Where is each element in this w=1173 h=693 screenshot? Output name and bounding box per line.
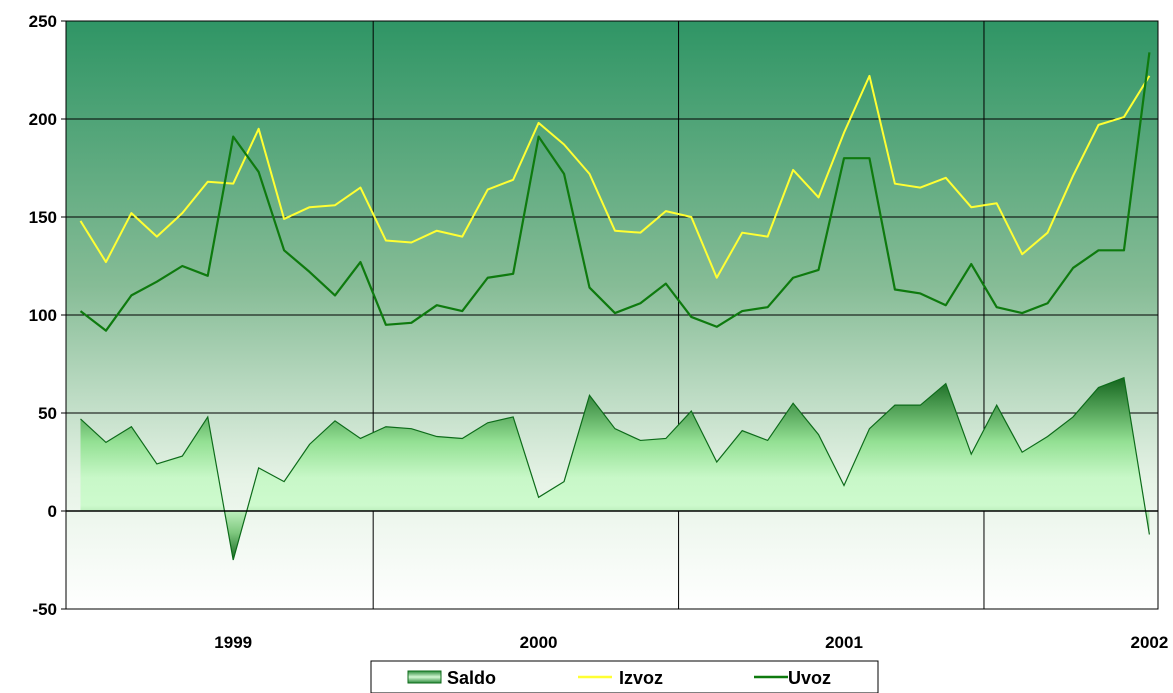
x-tick-label: 2001	[825, 633, 863, 652]
x-tick-label: 2002	[1130, 633, 1168, 652]
y-tick-label: 0	[48, 502, 57, 521]
legend-label-saldo: Saldo	[447, 668, 496, 688]
legend-label-uvoz: Uvoz	[788, 668, 831, 688]
legend-item-izvoz: Izvoz	[578, 668, 663, 688]
y-tick-label: 100	[29, 306, 57, 325]
series-saldo-line	[80, 376, 1150, 561]
series-izvoz-line	[79, 74, 1151, 279]
y-tick-label: -50	[32, 600, 57, 619]
legend: Saldo Izvoz Uvoz	[370, 660, 879, 693]
x-tick-label: 1999	[214, 633, 252, 652]
legend-box	[370, 660, 879, 693]
y-tick-label: 250	[29, 12, 57, 31]
y-tick-label: 50	[38, 404, 57, 423]
legend-item-uvoz: Uvoz	[754, 668, 831, 688]
legend-label-izvoz: Izvoz	[619, 668, 663, 688]
y-tick-label: 200	[29, 110, 57, 129]
series-saldo-area	[80, 377, 1150, 560]
legend-item-saldo: Saldo	[407, 668, 496, 688]
x-tick-label: 2000	[520, 633, 558, 652]
legend-swatch-saldo	[407, 670, 442, 684]
y-tick-label: 150	[29, 208, 57, 227]
series-uvoz-line	[79, 52, 1151, 332]
